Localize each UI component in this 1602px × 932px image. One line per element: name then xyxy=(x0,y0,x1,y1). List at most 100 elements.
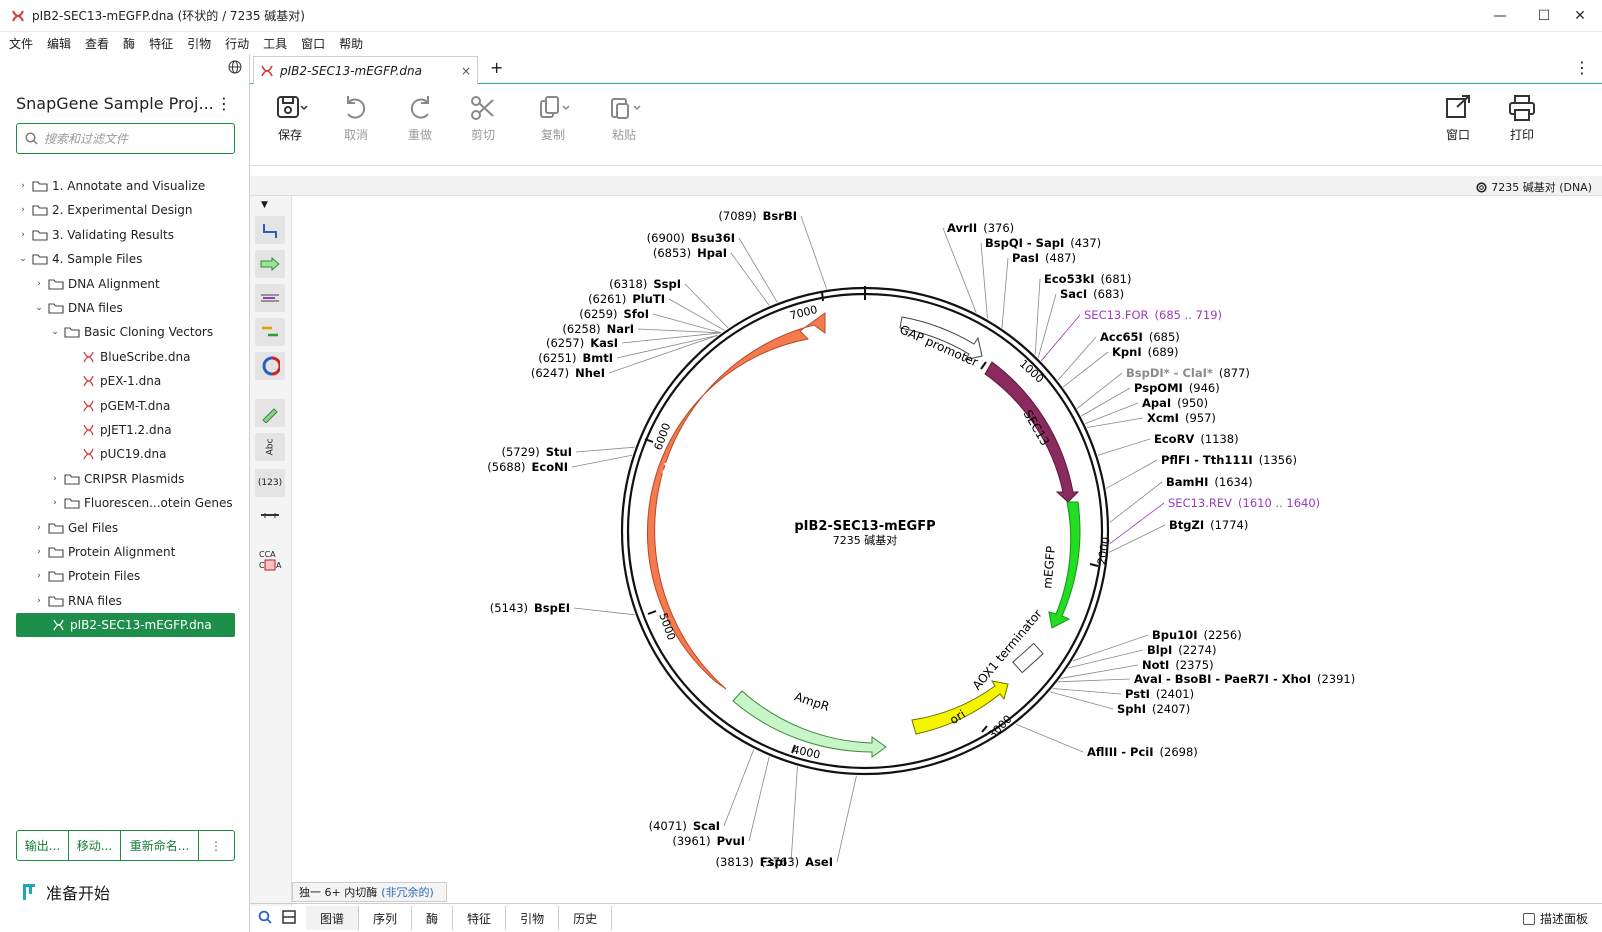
restriction-site-label[interactable]: AflIII - PciI (2698) xyxy=(1087,745,1198,759)
view-mode-tool[interactable] xyxy=(255,352,285,380)
feature-ampr[interactable] xyxy=(732,690,887,758)
split-view-icon[interactable] xyxy=(282,909,296,928)
restriction-site-label[interactable]: (6900) Bsu36I xyxy=(647,231,735,245)
restriction-site-label[interactable]: (6261) PluTI xyxy=(588,292,665,306)
undo-button[interactable]: 取消 xyxy=(328,94,384,143)
restriction-site-label[interactable]: XcmI (957) xyxy=(1147,411,1216,425)
menu-enzymes[interactable]: 酶 xyxy=(123,36,136,51)
tree-item[interactable]: pIB2-SEC13-mEGFP.dna xyxy=(16,613,235,638)
restriction-site-label[interactable]: PasI (487) xyxy=(1012,251,1076,265)
minimize-button[interactable]: — xyxy=(1493,8,1507,24)
chevron-icon[interactable]: › xyxy=(37,595,41,606)
tree-item[interactable]: pEX-1.dna xyxy=(0,369,248,393)
describe-panel-checkbox[interactable] xyxy=(1522,912,1535,925)
restriction-site-label[interactable]: SacI (683) xyxy=(1060,287,1124,301)
sequence-tool[interactable]: CCA C A xyxy=(255,546,285,574)
feature-ori[interactable] xyxy=(911,680,1009,735)
restriction-site-label[interactable]: (5688) EcoNI xyxy=(487,460,568,474)
menu-actions[interactable]: 行动 xyxy=(225,36,250,51)
chevron-icon[interactable]: › xyxy=(53,473,57,484)
restriction-site-label[interactable]: Eco53kI (681) xyxy=(1044,272,1131,286)
feature-pphis4[interactable] xyxy=(646,312,826,690)
maximize-button[interactable]: ☐ xyxy=(1537,8,1551,24)
rename-button[interactable]: 重新命名... xyxy=(121,831,199,860)
plasmid-map-view[interactable]: GAP promoter SEC13 mEGFP AOX1 terminator… xyxy=(292,196,1602,882)
search-icon[interactable] xyxy=(258,909,272,928)
tree-item[interactable]: pJET1.2.dna xyxy=(0,418,248,442)
restriction-site-label[interactable]: NotI (2375) xyxy=(1142,658,1214,672)
restriction-site-label[interactable]: PflFI - Tth111I (1356) xyxy=(1161,453,1297,467)
tree-item[interactable]: › RNA files xyxy=(0,589,248,613)
tab-sequence[interactable]: 序列 xyxy=(359,906,413,930)
tree-item[interactable]: › DNA Alignment xyxy=(0,272,248,296)
menu-window[interactable]: 窗口 xyxy=(301,36,326,51)
tab-more-button[interactable]: ⋮ xyxy=(1574,58,1590,77)
menu-help[interactable]: 帮助 xyxy=(339,36,364,51)
paste-button[interactable]: 粘贴 xyxy=(596,94,652,143)
copy-button[interactable]: 复制 xyxy=(525,94,581,143)
describe-panel-toggle[interactable]: 描述面板 xyxy=(1522,910,1588,927)
restriction-site-label[interactable]: AvaI - BsoBI - PaeR7I - XhoI (2391) xyxy=(1134,672,1355,686)
print-button[interactable]: 打印 xyxy=(1494,94,1550,143)
restriction-site-label[interactable]: (6251) BmtI xyxy=(538,351,613,365)
tree-item[interactable]: › Gel Files xyxy=(0,516,248,540)
chevron-icon[interactable]: › xyxy=(53,498,57,509)
feature-aox1-terminator[interactable] xyxy=(1012,642,1044,674)
move-button[interactable]: 移动... xyxy=(69,831,121,860)
primer-label[interactable]: SEC13.REV (1610 .. 1640) xyxy=(1168,496,1320,510)
primer-label[interactable]: SEC13.FOR (685 .. 719) xyxy=(1084,308,1222,322)
restriction-site-label[interactable]: BtgZI (1774) xyxy=(1169,518,1248,532)
tree-item[interactable]: BlueScribe.dna xyxy=(0,345,248,369)
text-labels-tool[interactable]: Abc xyxy=(255,433,285,461)
restriction-site-label[interactable]: Bpu10I (2256) xyxy=(1152,628,1242,642)
file-more-button[interactable]: ⋮ xyxy=(210,838,222,853)
tab-enzymes[interactable]: 酶 xyxy=(412,906,454,930)
restriction-site-label[interactable]: BlpI (2274) xyxy=(1147,643,1216,657)
add-feature-tool[interactable] xyxy=(255,250,285,278)
tree-item[interactable]: pUC19.dna xyxy=(0,442,248,466)
tree-item[interactable]: ⌄ DNA files xyxy=(0,296,248,320)
export-button[interactable]: 输出... xyxy=(17,831,69,860)
file-search-input[interactable]: 搜索和过滤文件 xyxy=(16,123,235,154)
chevron-icon[interactable]: ⌄ xyxy=(51,327,59,338)
tree-item[interactable]: › 2. Experimental Design xyxy=(0,198,248,222)
restriction-site-label[interactable]: BamHI (1634) xyxy=(1166,475,1253,489)
menu-file[interactable]: 文件 xyxy=(9,36,34,51)
chevron-icon[interactable]: › xyxy=(37,522,41,533)
restriction-site-label[interactable]: AvrII (376) xyxy=(947,221,1014,235)
translate-tool[interactable] xyxy=(255,399,285,427)
tab-close-icon[interactable]: × xyxy=(460,63,471,78)
restriction-site-label[interactable]: EcoRV (1138) xyxy=(1154,432,1239,446)
restriction-site-label[interactable]: BspQI - SapI (437) xyxy=(985,236,1101,250)
restriction-site-label[interactable]: SphI (2407) xyxy=(1117,702,1190,716)
menu-primers[interactable]: 引物 xyxy=(187,36,212,51)
restriction-site-label[interactable]: (4071) ScaI xyxy=(649,819,720,833)
tree-item[interactable]: pGEM-T.dna xyxy=(0,394,248,418)
menu-features[interactable]: 特征 xyxy=(149,36,174,51)
feature-gap-promoter[interactable] xyxy=(899,316,983,361)
tree-item[interactable]: › CRIPSR Plasmids xyxy=(0,467,248,491)
restriction-site-label[interactable]: KpnI (689) xyxy=(1112,345,1179,359)
tab-map[interactable]: 图谱 xyxy=(306,906,360,930)
restriction-site-tool[interactable] xyxy=(255,216,285,244)
restriction-site-label[interactable]: (6247) NheI xyxy=(531,366,605,380)
chevron-icon[interactable]: › xyxy=(37,547,41,557)
restriction-site-label[interactable]: (6853) HpaI xyxy=(653,246,727,260)
project-more-button[interactable]: ⋮ xyxy=(216,94,232,113)
tree-item[interactable]: ⌄ 4. Sample Files xyxy=(0,247,248,271)
restriction-site-label[interactable]: ApaI (950) xyxy=(1142,396,1208,410)
primer-tool[interactable] xyxy=(255,284,285,312)
restriction-site-label[interactable]: (5729) StuI xyxy=(502,445,573,459)
chevron-icon[interactable]: › xyxy=(21,229,25,240)
tree-item[interactable]: › Fluorescen...otein Genes xyxy=(0,491,248,515)
tab-features[interactable]: 特征 xyxy=(453,906,507,930)
new-tab-button[interactable]: + xyxy=(490,58,504,77)
restriction-site-label[interactable]: (5143) BspEI xyxy=(490,601,570,615)
tree-item[interactable]: › Protein Files xyxy=(0,564,248,588)
restriction-site-label[interactable]: BspDI* - ClaI* (877) xyxy=(1126,366,1250,380)
plasmid-map[interactable]: GAP promoter SEC13 mEGFP AOX1 terminator… xyxy=(292,196,1602,882)
chevron-icon[interactable]: ⌄ xyxy=(35,303,43,313)
restriction-site-label[interactable]: (3961) PvuI xyxy=(672,834,745,848)
tools-dropdown-icon[interactable]: ▼ xyxy=(261,200,268,210)
enzyme-set-selector[interactable]: 独一 6+ 内切酶 (非冗余的) xyxy=(292,882,447,902)
